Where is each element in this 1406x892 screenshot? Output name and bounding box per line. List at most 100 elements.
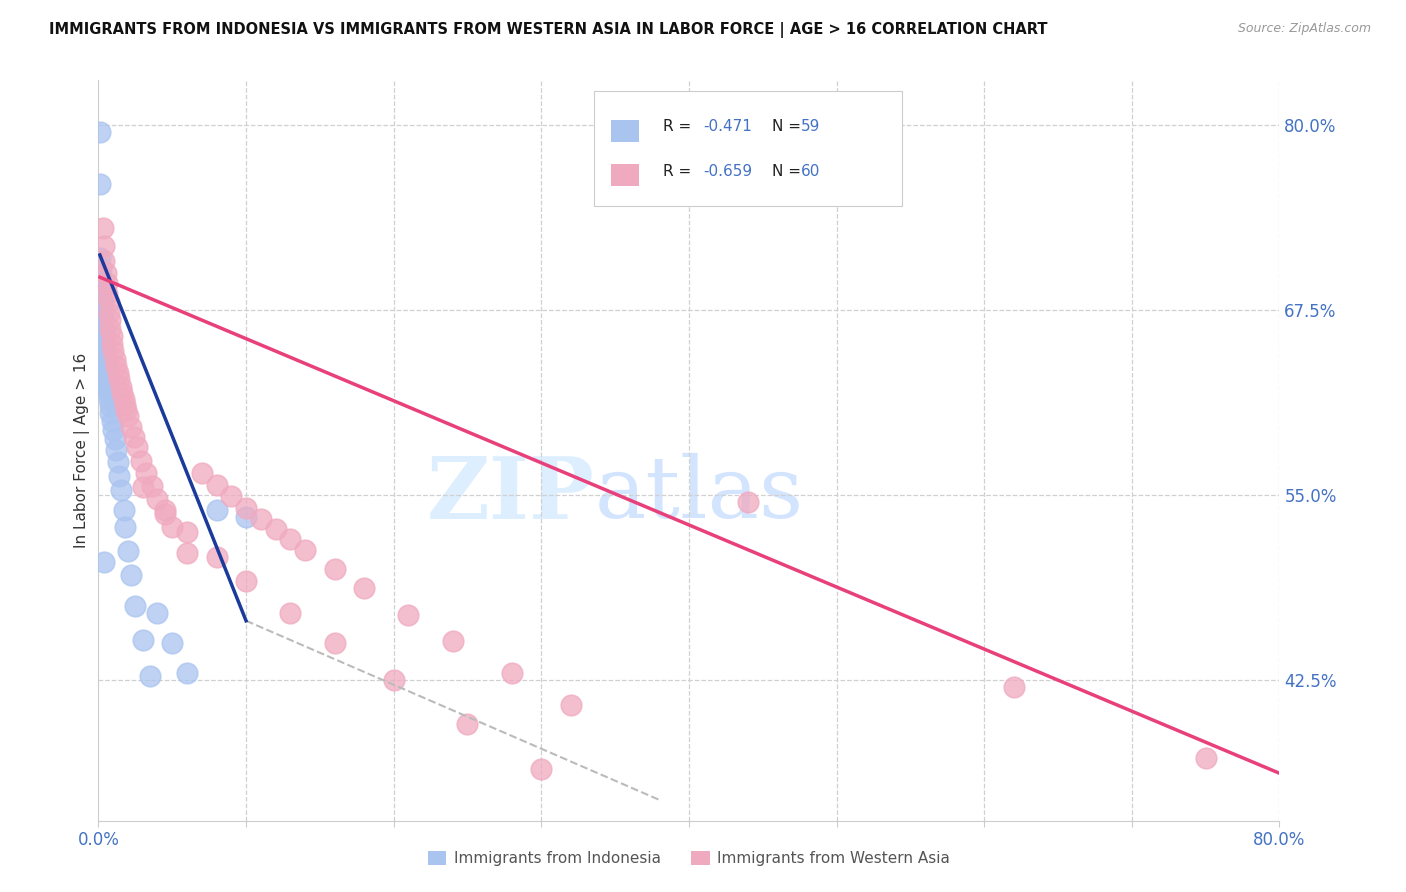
Point [153, 502, 176, 516]
Point [91, 358, 114, 372]
Point [122, 430, 145, 444]
Point [280, 607, 302, 621]
Point [250, 511, 273, 525]
Point [153, 507, 176, 521]
Point [1195, 751, 1218, 765]
Text: N =: N = [772, 120, 806, 135]
Point [235, 574, 257, 588]
Point [530, 762, 553, 776]
Point [94, 365, 117, 379]
Point [93, 336, 115, 351]
Point [90, 268, 112, 283]
Point [103, 344, 125, 359]
Point [108, 372, 131, 386]
Text: -0.659: -0.659 [703, 164, 752, 178]
Point [93, 254, 115, 268]
Point [117, 544, 139, 558]
Point [398, 607, 420, 622]
Point [96, 276, 118, 290]
Point [105, 359, 128, 373]
Point [264, 522, 287, 536]
FancyBboxPatch shape [595, 91, 901, 206]
Point [104, 351, 127, 366]
Point [93, 555, 115, 569]
Point [162, 520, 183, 534]
Point [1002, 681, 1025, 695]
Point [97, 306, 120, 320]
Point [107, 455, 129, 469]
Point [94, 266, 117, 280]
Point [89, 125, 111, 139]
Point [96, 286, 118, 301]
Point [89, 251, 111, 265]
Point [91, 319, 114, 334]
Point [90, 328, 112, 343]
Point [94, 360, 117, 375]
Point [91, 309, 114, 323]
Point [205, 477, 228, 491]
Point [146, 607, 169, 621]
Point [103, 423, 125, 437]
Point [117, 409, 139, 424]
Point [323, 562, 346, 576]
Text: 59: 59 [801, 120, 821, 135]
Point [191, 466, 214, 480]
Point [96, 374, 118, 388]
Point [108, 468, 131, 483]
Point [90, 261, 112, 276]
Point [93, 328, 115, 343]
Point [98, 407, 121, 421]
Point [100, 336, 122, 351]
Point [100, 329, 122, 343]
Point [104, 432, 127, 446]
Point [124, 599, 146, 613]
Point [205, 502, 228, 516]
Point [91, 313, 114, 327]
Point [93, 324, 115, 338]
FancyBboxPatch shape [612, 120, 640, 142]
Text: R =: R = [664, 164, 696, 178]
Point [94, 369, 117, 384]
Point [280, 533, 302, 547]
Point [93, 341, 115, 355]
Point [90, 336, 112, 351]
Text: ZIP: ZIP [426, 453, 595, 537]
Point [111, 385, 134, 400]
FancyBboxPatch shape [612, 164, 640, 186]
Point [112, 502, 135, 516]
Point [94, 356, 117, 370]
Point [110, 483, 132, 498]
Point [235, 510, 257, 524]
Text: atlas: atlas [595, 453, 804, 536]
Point [107, 367, 129, 381]
Point [90, 276, 112, 290]
Point [100, 414, 122, 428]
Text: R =: R = [664, 120, 696, 135]
Point [90, 291, 112, 305]
Point [441, 634, 464, 648]
Point [96, 378, 118, 392]
Point [105, 443, 128, 458]
Point [560, 698, 582, 713]
Point [162, 636, 183, 650]
Point [176, 546, 198, 560]
Point [97, 392, 120, 406]
Point [221, 489, 243, 503]
Point [132, 480, 155, 494]
Point [323, 636, 346, 650]
Point [382, 673, 405, 687]
Point [129, 454, 152, 468]
Point [91, 347, 114, 361]
Point [235, 501, 257, 516]
Text: 60: 60 [801, 164, 821, 178]
Point [97, 295, 120, 310]
Point [120, 567, 142, 582]
Point [98, 399, 121, 413]
Point [93, 347, 115, 361]
Point [205, 550, 228, 565]
Point [89, 177, 111, 191]
Text: IMMIGRANTS FROM INDONESIA VS IMMIGRANTS FROM WESTERN ASIA IN LABOR FORCE | AGE >: IMMIGRANTS FROM INDONESIA VS IMMIGRANTS … [49, 22, 1047, 38]
Point [97, 387, 120, 401]
Point [135, 466, 157, 480]
Point [93, 239, 115, 253]
